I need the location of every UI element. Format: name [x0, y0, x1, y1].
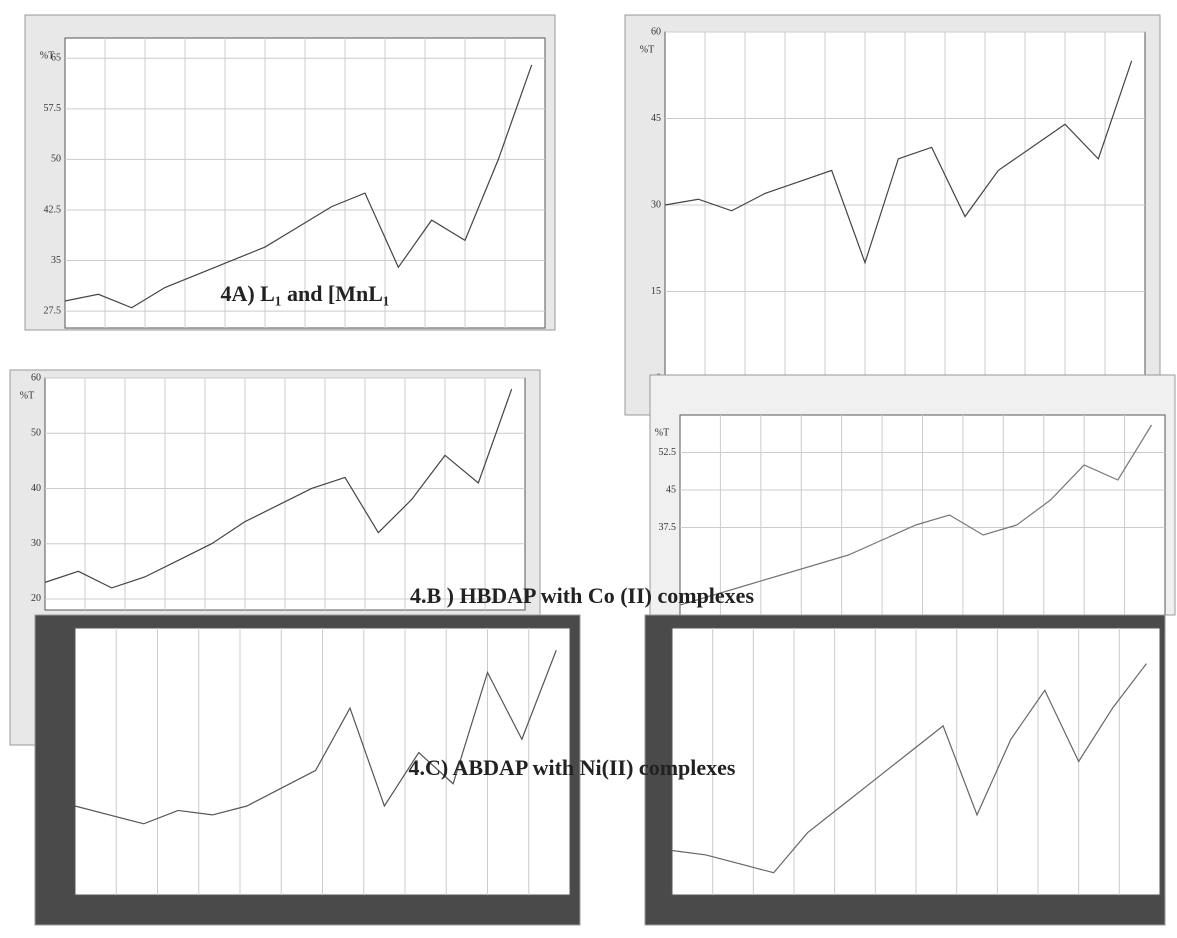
y-tick-label: 50: [51, 154, 61, 165]
y-tick-label: 40: [31, 483, 41, 494]
y-tick-label: 30: [31, 538, 41, 549]
y-tick-label: 27.5: [44, 305, 62, 316]
y-tick-label: 52.5: [659, 447, 677, 458]
y-tick-label: 60: [31, 372, 41, 383]
y-tick-label: 45: [666, 484, 676, 495]
y-axis-label: %T: [20, 390, 34, 401]
y-axis-label: %T: [40, 50, 54, 61]
figure: 27.53542.55057.565%T01530456040003750350…: [0, 0, 1177, 933]
y-tick-label: 50: [31, 428, 41, 439]
caption: 4.C) ABDAP with Ni(II) complexes: [409, 755, 736, 780]
y-axis-label: %T: [655, 427, 669, 438]
y-tick-label: 30: [651, 199, 661, 210]
y-tick-label: 45: [651, 113, 661, 124]
caption: 4.B ) HBDAP with Co (II) complexes: [410, 583, 754, 608]
y-tick-label: 60: [651, 26, 661, 37]
y-tick-label: 15: [651, 286, 661, 297]
y-tick-label: 20: [31, 593, 41, 604]
y-tick-label: 42.5: [44, 204, 62, 215]
y-tick-label: 57.5: [44, 103, 62, 114]
y-tick-label: 37.5: [659, 522, 677, 533]
y-axis-label: %T: [640, 44, 654, 55]
y-tick-label: 35: [51, 255, 61, 266]
caption: 4A) L₁ and [MnL₁: [220, 281, 389, 306]
panels: 27.53542.55057.565%T01530456040003750350…: [10, 15, 1175, 925]
